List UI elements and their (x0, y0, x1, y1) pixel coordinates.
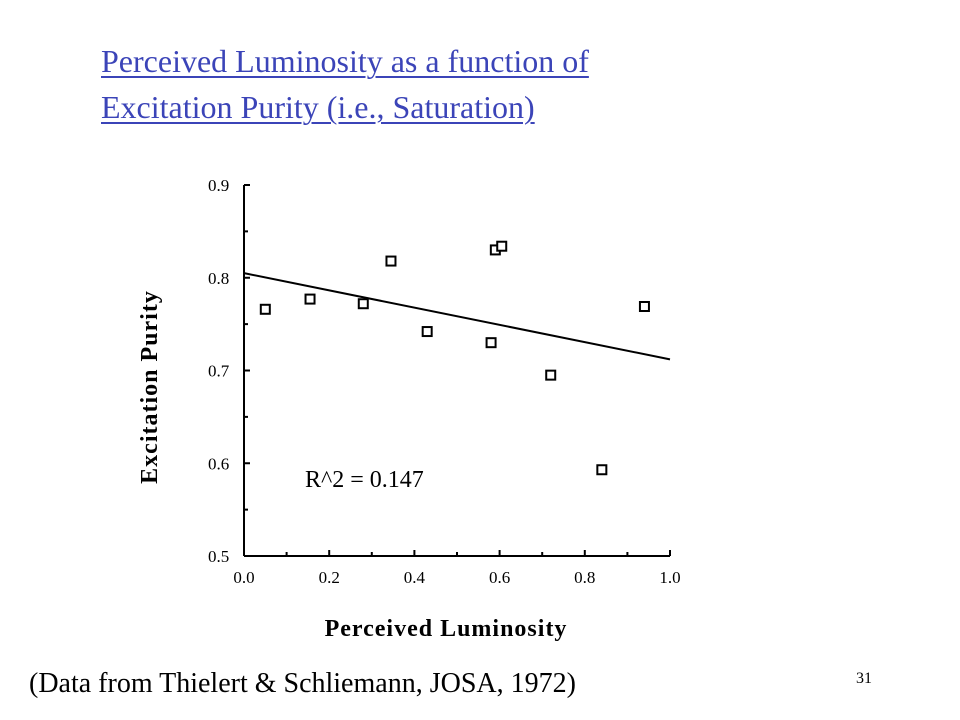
title-line-1[interactable]: Perceived Luminosity as a function of (101, 43, 589, 79)
x-tick-label: 0.4 (404, 568, 426, 587)
title-line-2[interactable]: Excitation Purity (i.e., Saturation) (101, 89, 535, 125)
x-tick-label: 0.2 (319, 568, 340, 587)
chart-ticks: 0.5 0.6 0.7 0.8 0.9 0.0 0.2 0.4 0.6 0.8 1.0 (208, 176, 681, 587)
x-tick-label: 0.8 (574, 568, 595, 587)
regression-line (243, 272, 671, 361)
y-tick-label: 0.6 (208, 454, 229, 473)
data-point (638, 301, 650, 313)
data-point (421, 326, 433, 338)
data-point (496, 240, 508, 252)
x-tick-label: 1.0 (659, 568, 680, 587)
data-source-note: (Data from Thielert & Schliemann, JOSA, … (29, 668, 576, 699)
data-point (596, 464, 608, 476)
data-point (545, 369, 557, 381)
y-tick-label: 0.8 (208, 269, 229, 288)
chart-fit-line (243, 272, 671, 361)
y-tick-label: 0.9 (208, 176, 229, 195)
slide-number: 31 (856, 670, 872, 687)
chart-axes (243, 185, 670, 557)
data-point (485, 337, 497, 349)
x-tick-label: 0.6 (489, 568, 510, 587)
data-point (259, 303, 271, 315)
y-axis-label: Excitation Purity (137, 290, 163, 484)
data-point (357, 298, 369, 310)
chart-points (259, 240, 650, 476)
y-tick-label: 0.7 (208, 362, 230, 381)
slide-title-link[interactable]: Perceived Luminosity as a function of Ex… (101, 38, 589, 130)
r-squared-annotation: R^2 = 0.147 (305, 467, 424, 493)
x-axis-label: Perceived Luminosity (325, 616, 568, 642)
data-point (304, 293, 316, 305)
data-point (385, 255, 397, 267)
x-tick-label: 0.0 (233, 568, 254, 587)
y-tick-label: 0.5 (208, 547, 229, 566)
